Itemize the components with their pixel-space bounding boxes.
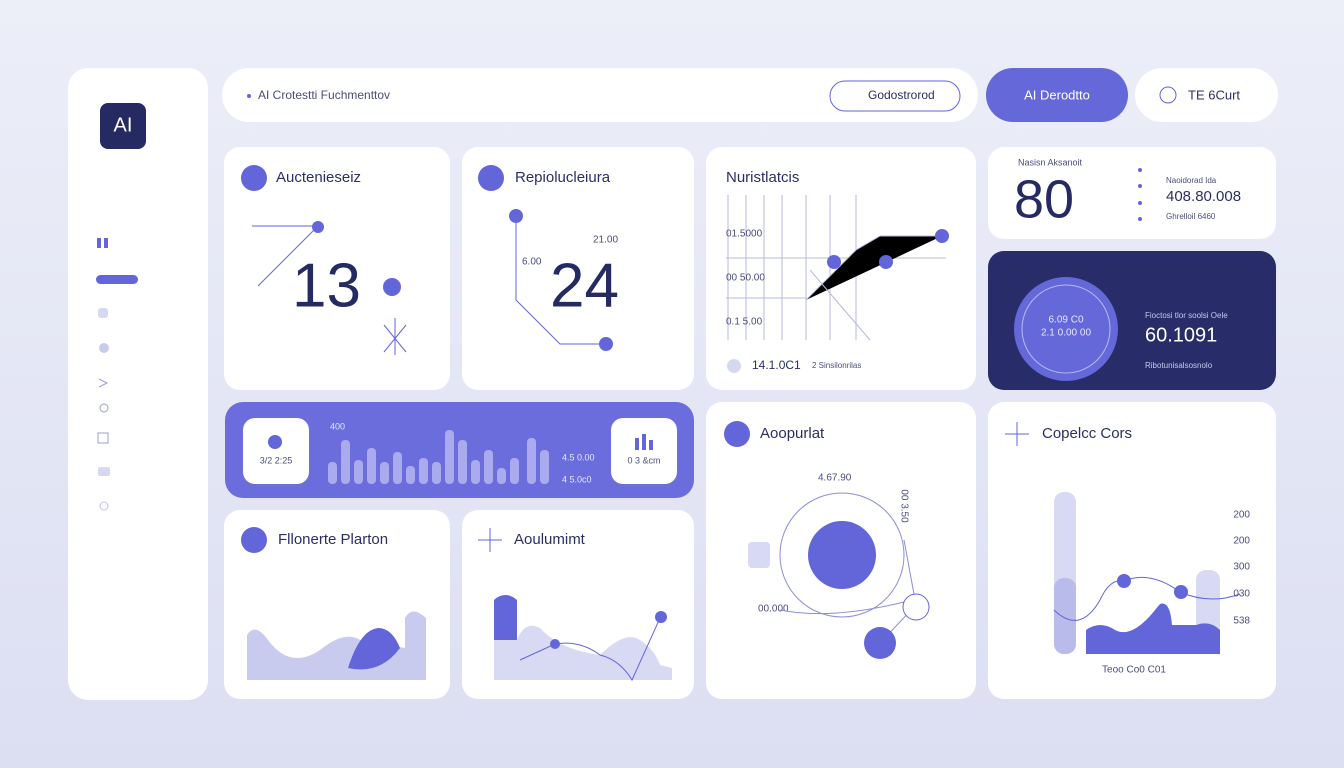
output-card: Aoopurlat 4.67.90 00.000 00 3.50: [706, 402, 976, 699]
sidebar: AI: [68, 68, 208, 700]
label: 21.00: [593, 235, 618, 246]
label: 538: [1233, 616, 1250, 627]
card-title: Nasisn Aksanoit: [1018, 157, 1083, 167]
label: 030: [1233, 589, 1250, 600]
card-title: Fioctosi tlor soolsi Oele: [1145, 311, 1228, 320]
button-label[interactable]: Godostrorod: [868, 88, 935, 102]
metric-value: 60.1091: [1145, 324, 1217, 346]
button-label[interactable]: TE 6Curt: [1188, 87, 1240, 102]
button[interactable]: [1135, 68, 1278, 122]
platform-card: Fllonerte Plarton: [224, 510, 450, 699]
footer: Teoo Co0 C01: [1102, 665, 1166, 676]
note: Naoidorad Ida: [1166, 176, 1217, 185]
note: Ribotunisalsosnolo: [1145, 361, 1213, 370]
label: 0 3 &cm: [627, 455, 660, 465]
label: 3/2 2:25: [260, 455, 293, 465]
note: 2 Sinsilonrilas: [812, 361, 861, 370]
label: 400: [330, 421, 345, 431]
metric-value: 13: [292, 251, 361, 320]
label: 300: [1233, 562, 1250, 573]
note: Ghrelloil 6460: [1166, 212, 1216, 221]
search-input[interactable]: AI Crotestti Fuchmenttov: [258, 88, 390, 102]
card-title: Copelcc Cors: [1042, 425, 1132, 442]
label: 200: [1233, 536, 1250, 547]
button-label[interactable]: AI Derodtto: [1024, 87, 1090, 102]
activity-strip: 3/2 2:25 400 4.5 0.00 4 5.0c0 0 3 &cm: [225, 402, 694, 498]
label: 00 50.00: [726, 273, 765, 284]
metric-value: 24: [550, 251, 619, 320]
button[interactable]: [829, 80, 961, 112]
card-title: Repiolucleiura: [515, 169, 611, 186]
card-title: Aoulumimt: [514, 531, 586, 548]
label: 4.67.90: [818, 473, 852, 484]
ring-card: 6.09 C0 2.1 0.00 00 Fioctosi tlor soolsi…: [988, 251, 1276, 390]
card-title: Aoopurlat: [760, 425, 825, 442]
card-title: Fllonerte Plarton: [278, 531, 388, 548]
logo: AI: [114, 114, 133, 136]
accumulant-card: Aoulumimt: [462, 510, 694, 699]
metric-value: 80: [1014, 169, 1074, 229]
label: 01.5000: [726, 229, 763, 240]
audience-card: Auctenieseiz 13: [224, 147, 450, 390]
label: 4 5.0c0: [562, 474, 592, 484]
colors-card: Copelcc Cors 200 200 300 030 538 Teoo Co…: [988, 402, 1276, 699]
label: 200: [1233, 510, 1250, 521]
label: 0.1 5.00: [726, 317, 763, 328]
stat: 408.80.008: [1166, 188, 1241, 205]
replication-card: Repiolucleiura 21.00 6.00 24: [462, 147, 694, 390]
footer: 14.1.0C1: [752, 358, 801, 372]
label: 00.000: [758, 604, 789, 615]
ring-label: 2.1 0.00 00: [1041, 328, 1091, 339]
label: 4.5 0.00: [562, 452, 595, 462]
card-title: Auctenieseiz: [276, 169, 361, 186]
ring-label: 6.09 C0: [1048, 315, 1083, 326]
button[interactable]: [986, 68, 1128, 122]
header: AI Crotestti Fuchmenttov Godostrorod AI …: [222, 68, 1278, 122]
card-title: Nuristlatcis: [726, 169, 799, 186]
statistics-card: Nuristlatcis 01.5000 00 50.00 0.1 5.00 1…: [706, 147, 976, 390]
label: 00 3.50: [898, 489, 909, 523]
summary-card: Nasisn Aksanoit 80 Naoidorad Ida 408.80.…: [988, 147, 1276, 239]
label: 6.00: [522, 257, 542, 268]
